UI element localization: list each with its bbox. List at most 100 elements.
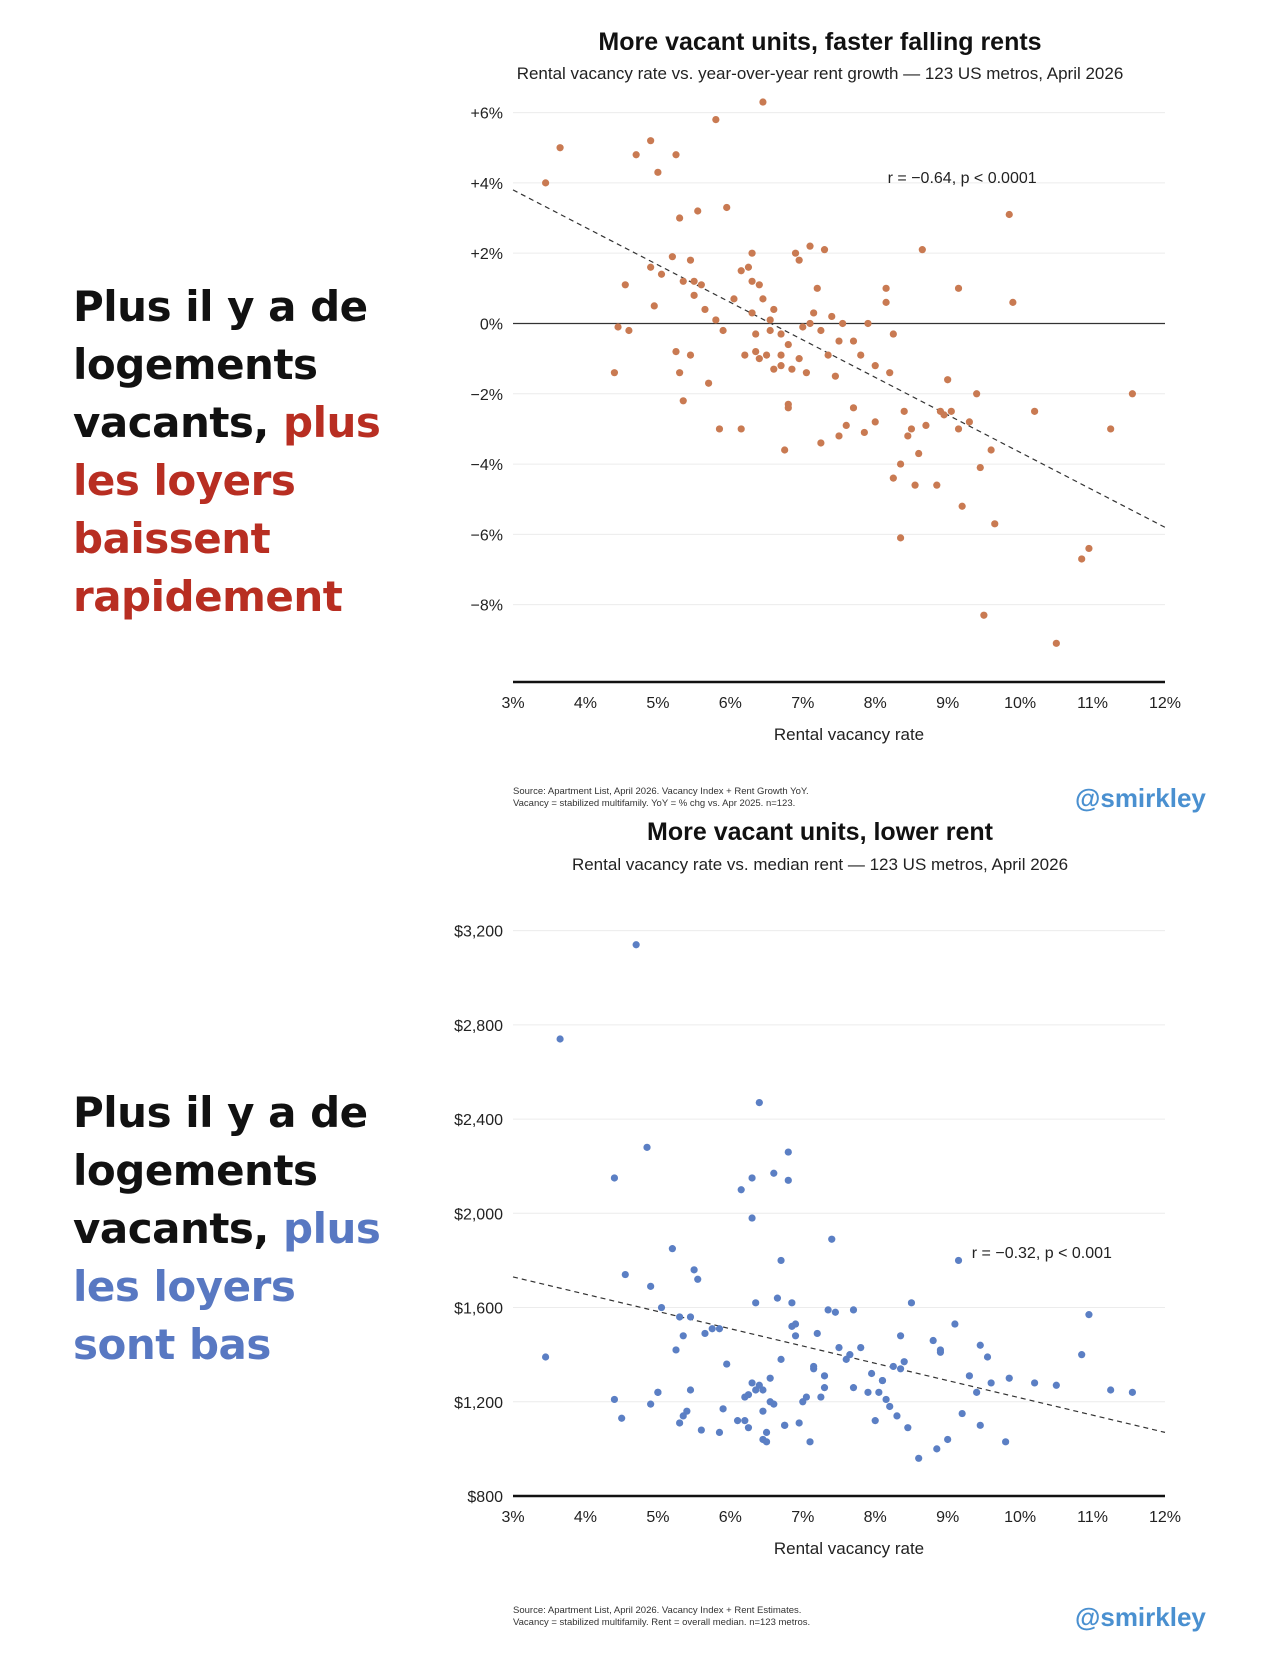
data-point <box>846 1351 854 1359</box>
data-point <box>860 428 868 437</box>
data-point <box>922 421 930 430</box>
data-point <box>672 1346 680 1354</box>
x-tick-label: 7% <box>791 695 814 712</box>
data-point <box>715 1325 724 1333</box>
data-point <box>864 319 872 328</box>
data-point <box>759 98 767 106</box>
chart-title: More vacant units, lower rent <box>647 818 993 846</box>
data-point <box>831 372 839 380</box>
source-line: Vacancy = stabilized multifamily. Rent =… <box>513 1617 811 1628</box>
data-point <box>741 1417 749 1425</box>
data-point <box>791 1320 800 1328</box>
data-point <box>987 446 995 454</box>
y-tick-label: $1,200 <box>454 1395 503 1412</box>
data-point <box>864 1388 872 1396</box>
data-point <box>882 1395 890 1404</box>
data-point <box>697 1426 705 1434</box>
data-point <box>647 137 655 145</box>
data-point <box>871 362 879 370</box>
correlation-annotation: r = −0.64, p < 0.0001 <box>888 170 1037 187</box>
data-point <box>748 1174 756 1182</box>
data-point <box>733 1417 742 1425</box>
data-point <box>748 309 756 317</box>
data-point <box>712 316 720 324</box>
data-point <box>915 1454 923 1462</box>
data-point <box>672 151 680 159</box>
data-point <box>933 1445 941 1453</box>
data-point <box>730 295 738 303</box>
y-tick-label: $2,400 <box>454 1112 503 1129</box>
data-point <box>773 1294 782 1302</box>
x-tick-label: 10% <box>1004 695 1036 712</box>
data-point <box>954 284 963 292</box>
data-point <box>777 1256 785 1265</box>
data-point <box>868 1369 876 1378</box>
data-point <box>929 1336 937 1345</box>
data-point <box>705 379 713 387</box>
headline-text: Plus il y a de logements vacants, <box>73 282 368 447</box>
data-point <box>958 502 966 510</box>
source-note: Source: Apartment List, April 2026. Vaca… <box>513 786 809 810</box>
data-point <box>766 326 774 335</box>
data-point <box>839 319 847 328</box>
y-tick-label: $800 <box>467 1489 503 1506</box>
data-point <box>1128 1388 1136 1396</box>
trend-line <box>512 1276 1166 1433</box>
x-tick-label: 7% <box>791 1509 814 1526</box>
data-point <box>813 284 821 292</box>
data-point <box>672 347 680 356</box>
data-point <box>965 1372 974 1380</box>
data-point <box>676 214 684 222</box>
data-point <box>766 1398 774 1406</box>
data-point <box>900 1358 908 1366</box>
headline-accent: plus les loyers sont bas <box>73 1204 381 1369</box>
y-tick-label: −8% <box>471 598 503 615</box>
data-point <box>976 1341 984 1349</box>
data-point <box>810 1362 818 1371</box>
data-point <box>752 1299 760 1307</box>
data-point <box>737 1186 745 1194</box>
data-point <box>1085 1311 1093 1319</box>
source-line: Source: Apartment List, April 2026. Vaca… <box>513 786 809 797</box>
data-point <box>621 281 629 289</box>
x-tick-label: 11% <box>1077 695 1108 712</box>
data-point <box>784 1176 792 1184</box>
data-point <box>813 1329 821 1338</box>
data-point <box>904 432 912 440</box>
data-point <box>980 611 988 619</box>
data-point <box>806 1438 814 1446</box>
data-point <box>647 1400 655 1408</box>
data-point <box>875 1388 883 1396</box>
data-point <box>781 1421 789 1429</box>
data-point <box>857 1343 865 1352</box>
data-point <box>911 481 919 489</box>
data-point <box>954 1256 963 1265</box>
data-point <box>1085 544 1093 553</box>
data-point <box>1002 1438 1010 1446</box>
data-point <box>762 1438 771 1446</box>
chart-subtitle: Rental vacancy rate vs. median rent — 12… <box>571 855 1069 874</box>
data-point <box>857 351 865 359</box>
data-point <box>878 1376 887 1385</box>
data-point <box>896 1332 905 1340</box>
data-point <box>770 365 778 373</box>
data-point <box>835 337 843 345</box>
data-point <box>748 1379 756 1387</box>
data-point <box>1107 1386 1115 1394</box>
data-point <box>900 407 908 415</box>
data-point <box>918 246 926 254</box>
data-point <box>1078 555 1086 563</box>
y-tick-label: +6% <box>471 106 503 123</box>
y-tick-label: −4% <box>471 457 503 474</box>
data-point <box>824 351 832 359</box>
data-point <box>871 1417 879 1425</box>
data-point <box>987 1379 995 1387</box>
data-point <box>817 326 825 335</box>
data-point <box>679 397 687 405</box>
data-point <box>817 439 825 447</box>
chart-title: More vacant units, faster falling rents <box>598 28 1042 56</box>
data-point <box>889 474 897 482</box>
data-point <box>835 432 843 440</box>
data-point <box>1005 1374 1013 1382</box>
correlation-annotation: r = −0.32, p < 0.001 <box>972 1245 1112 1262</box>
